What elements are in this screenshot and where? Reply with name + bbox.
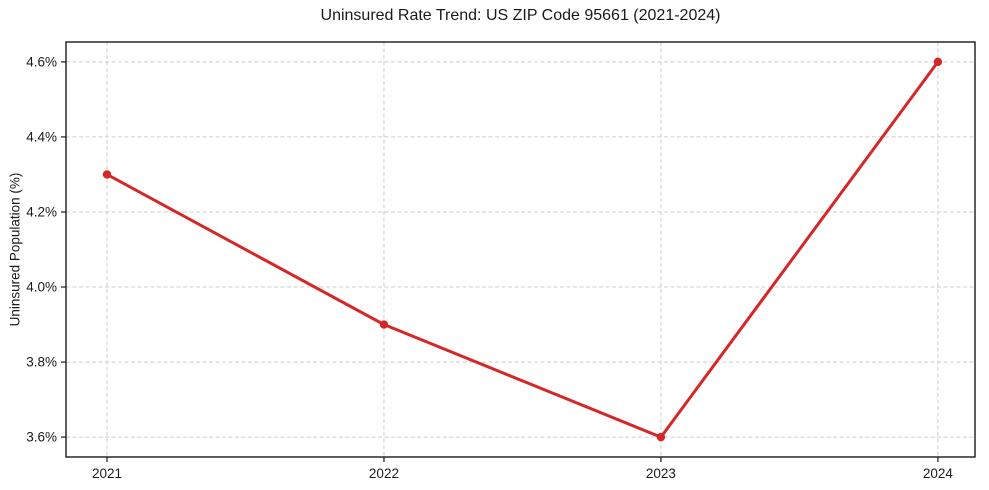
y-tick-label: 4.6% <box>26 54 57 69</box>
x-tick-label: 2022 <box>369 466 399 481</box>
data-point <box>933 57 943 67</box>
data-line <box>105 60 940 439</box>
data-point <box>102 170 112 179</box>
data-point <box>656 432 666 442</box>
y-tick-label: 4.4% <box>26 129 57 144</box>
y-tick-label: 3.6% <box>26 430 57 445</box>
y-tick-label: 3.8% <box>26 355 57 370</box>
plot-border <box>65 41 976 458</box>
x-tick-label: 2023 <box>646 466 676 481</box>
data-point <box>379 320 389 329</box>
y-tick-label: 4.0% <box>26 280 57 295</box>
y-tick-label: 4.2% <box>26 204 57 219</box>
x-tick-label: 2024 <box>923 466 954 481</box>
chart-title: Uninsured Rate Trend: US ZIP Code 95661 … <box>320 7 721 24</box>
x-tick-label: 2021 <box>92 466 122 481</box>
